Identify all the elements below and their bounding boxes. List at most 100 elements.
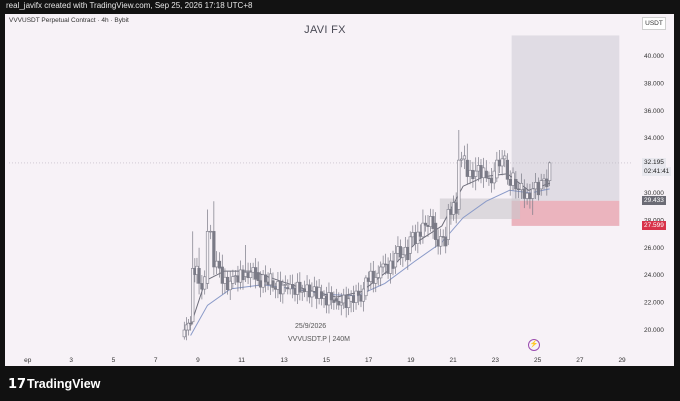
- entry-price-label: 29.433: [642, 196, 666, 206]
- candle-body: [310, 290, 314, 298]
- price-chart[interactable]: 40.000 38.000 36.000 34.000 30.000 28.000 26.0…: [5, 14, 674, 366]
- time-tick-label: 3: [69, 357, 73, 364]
- countdown-label: 02:41:41: [642, 167, 672, 177]
- candle-body: [416, 231, 420, 244]
- candle-body: [408, 236, 412, 254]
- time-tick-label: 5: [112, 357, 116, 364]
- candle-body: [479, 165, 483, 179]
- candle-body: [426, 224, 430, 227]
- candle-body: [398, 246, 402, 258]
- candle-body: [231, 276, 235, 284]
- candle-body: [220, 266, 224, 284]
- candle-body: [449, 209, 453, 215]
- time-tick-label: 21: [449, 357, 457, 364]
- candle-body: [339, 302, 343, 306]
- time-tick-label: 7: [154, 357, 158, 364]
- candle-body: [542, 178, 546, 181]
- candle-body: [223, 276, 227, 284]
- candle-body: [233, 275, 237, 277]
- price-tick-label: 26.000: [644, 245, 664, 252]
- candle-body: [189, 322, 193, 325]
- brand-bar: [0, 366, 680, 401]
- candle-body: [460, 158, 464, 161]
- candle-body: [379, 266, 383, 279]
- candle-body: [271, 280, 275, 288]
- currency-unit-button[interactable]: USDT: [642, 17, 666, 30]
- candle-body: [246, 272, 250, 279]
- candle-body: [182, 329, 186, 338]
- time-tick-label: 19: [407, 357, 415, 364]
- time-tick-label: 11: [238, 357, 245, 364]
- candle-body: [514, 179, 518, 190]
- candle-body: [500, 158, 504, 167]
- candle-body: [539, 180, 543, 190]
- symbol-info[interactable]: VVVUSDT Perpetual Contract · 4h · Bybit: [9, 17, 129, 24]
- candle-body: [236, 275, 240, 283]
- candle-body: [251, 267, 255, 273]
- candle-body: [495, 159, 499, 179]
- candle-body: [418, 231, 422, 237]
- candle-body: [281, 284, 285, 295]
- candle-body: [212, 231, 216, 268]
- candle-body: [482, 167, 486, 179]
- candle-body: [476, 165, 480, 172]
- candle-body: [439, 236, 443, 247]
- candle-body: [263, 274, 268, 283]
- candle-body: [441, 236, 445, 238]
- candle-body: [468, 169, 472, 177]
- time-tick-label: 15: [323, 357, 331, 364]
- time-tick-label: 23: [492, 357, 500, 364]
- candle-body: [446, 209, 450, 240]
- candle-body: [451, 202, 456, 215]
- candle-body: [471, 169, 475, 180]
- chart-area[interactable]: 40.000 38.000 36.000 34.000 30.000 28.000 26.0…: [5, 14, 674, 366]
- candle-body: [307, 284, 312, 298]
- candle-body: [298, 281, 302, 293]
- candle-body: [228, 280, 232, 291]
- time-tick-label: 29: [618, 357, 626, 364]
- candle-body: [454, 202, 458, 214]
- candle-body: [411, 232, 415, 238]
- price-tick-label: 36.000: [644, 108, 664, 115]
- candle-body: [401, 254, 405, 258]
- candle-body: [531, 188, 535, 199]
- tradingview-logo-icon[interactable]: 17: [8, 377, 27, 392]
- tradingview-wordmark[interactable]: TradingView: [27, 377, 101, 391]
- candle-body: [533, 182, 538, 190]
- lightning-icon[interactable]: ⚡: [528, 339, 540, 351]
- candle-body: [505, 159, 510, 180]
- candle-body: [209, 230, 213, 233]
- candle-body: [474, 170, 478, 177]
- candle-body: [268, 273, 273, 286]
- candle-body: [203, 276, 207, 290]
- candle-body: [329, 292, 334, 301]
- candle-body: [191, 268, 195, 323]
- candle-body: [241, 269, 245, 281]
- chart-watermark: JAVI FX: [304, 24, 346, 36]
- candle-body: [536, 182, 540, 196]
- candle-body: [197, 268, 201, 284]
- candle-body: [444, 236, 448, 247]
- candle-body: [334, 298, 338, 302]
- candle-body: [457, 159, 461, 210]
- candle-body: [290, 284, 295, 289]
- stop-price-label: 27.599: [642, 221, 666, 231]
- price-tick-label: 22.000: [644, 300, 664, 307]
- price-tick-label: 40.000: [644, 53, 664, 60]
- price-tick-label: 28.000: [644, 217, 664, 224]
- candle-body: [503, 155, 507, 160]
- price-tick-label: 34.000: [644, 135, 664, 142]
- candle-body: [186, 322, 191, 331]
- highlight-box: [439, 198, 521, 220]
- candle-body: [511, 172, 515, 186]
- time-tick-label: ep: [24, 357, 32, 364]
- candle-body: [393, 252, 398, 268]
- candle-body: [283, 283, 287, 286]
- candle-body: [413, 232, 417, 244]
- candle-body: [421, 222, 425, 238]
- candle-body: [548, 162, 552, 181]
- candle-body: [248, 271, 253, 279]
- candle-body: [433, 222, 438, 240]
- candle-body: [423, 222, 428, 226]
